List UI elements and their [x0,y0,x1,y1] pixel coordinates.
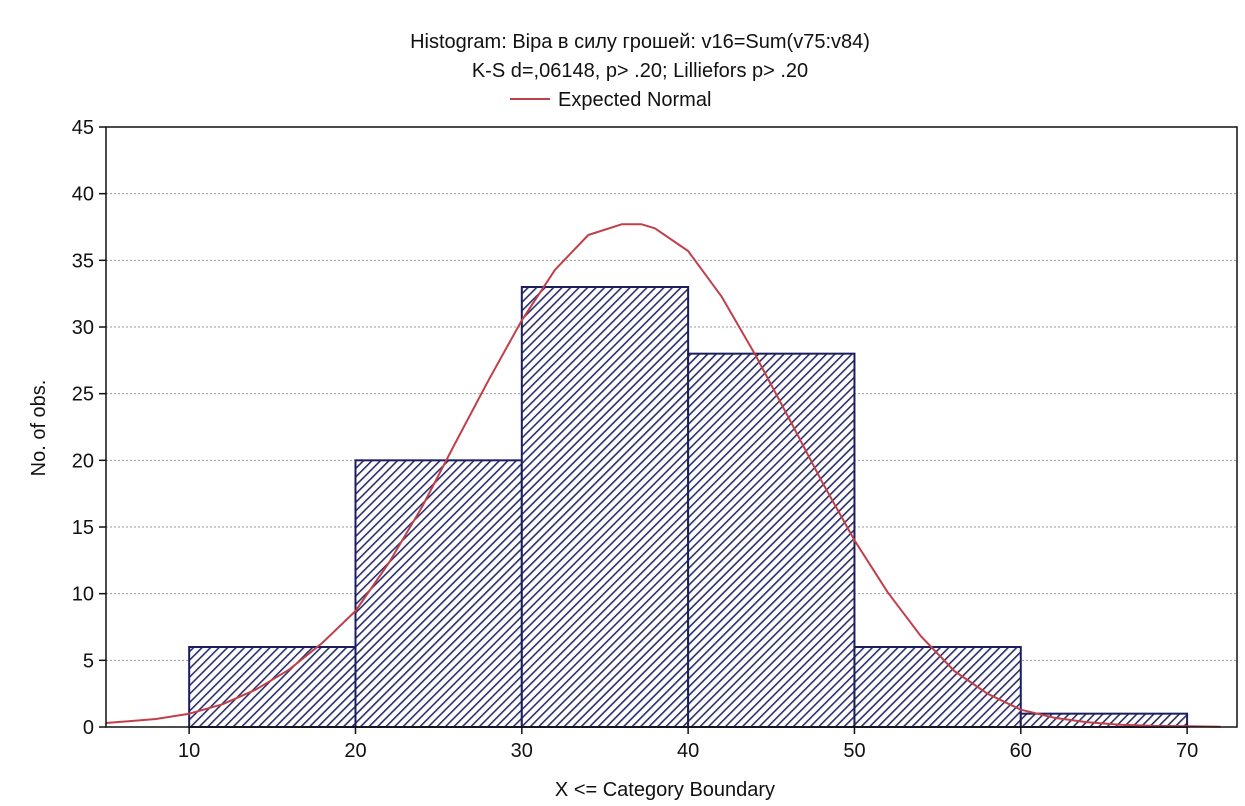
x-tick-label: 30 [511,740,533,762]
y-tick-label: 25 [72,384,94,406]
x-tick-label: 40 [677,740,699,762]
legend-label: Expected Normal [558,89,711,111]
y-tick-label: 45 [72,117,94,139]
y-tick-label: 30 [72,317,94,339]
chart-subtitle: K-S d=,06148, p> .20; Lilliefors p> .20 [472,60,808,82]
x-tick-label: 20 [344,740,366,762]
legend: Expected Normal [510,89,711,111]
y-tick-label: 40 [72,184,94,206]
x-tick-label: 60 [1010,740,1032,762]
y-axis-title: No. of obs. [28,380,50,477]
axis-ticks: 0 5 10 15 20 25 30 35 40 45 10 20 30 40 50 60 70 [72,117,1198,762]
y-tick-label: 15 [72,517,94,539]
expected-normal-line [105,223,1221,728]
histogram-bar [687,352,856,728]
expected-normal-curve [105,223,1221,728]
x-tick-label: 50 [843,740,865,762]
histogram-bar [354,459,523,728]
histogram-bar [188,646,357,728]
y-tick-label: 0 [83,717,94,739]
y-tick-label: 10 [72,584,94,606]
y-tick-label: 35 [72,250,94,272]
x-axis-title: X <= Category Boundary [555,779,775,801]
plot-frame [105,126,1238,728]
chart-title: Histogram: Віра в силу грошей: v16=Sum(v… [410,31,870,53]
histogram-bar [520,286,690,728]
histogram-bars [188,286,1189,729]
y-tick-label: 5 [83,650,94,672]
x-tick-label: 10 [178,740,200,762]
histogram-bar [853,646,1022,728]
y-tick-label: 20 [72,450,94,472]
x-tick-label: 70 [1176,740,1198,762]
